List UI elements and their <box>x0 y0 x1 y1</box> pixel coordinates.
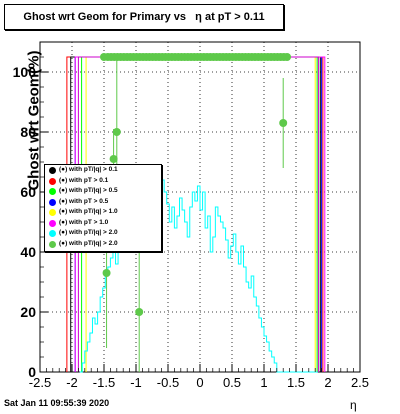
legend-label: (●) with pT > 0.5 <box>59 197 109 205</box>
legend-entry: (●) with pT/|q| > 2.0 <box>45 228 161 239</box>
legend-label: (●) with pT > 1.0 <box>59 218 109 226</box>
x-tick-label: 0 <box>196 375 203 390</box>
legend-marker-icon <box>49 209 56 216</box>
x-tick-label: -1.5 <box>93 375 115 390</box>
legend-entry: (●) with pT > 1.0 <box>45 218 161 229</box>
legend-entry: (●) with pT/|q| > 1.0 <box>45 207 161 218</box>
legend-entry: (●) with pT > 0.1 <box>45 176 161 187</box>
legend-entry: (●) with pT/|q| > 0.1 <box>45 165 161 176</box>
legend-marker-icon <box>49 188 56 195</box>
legend-label: (●) with pT/|q| > 0.5 <box>59 187 118 194</box>
legend-entry: (●) with pT > 0.5 <box>45 197 161 208</box>
timestamp-footer: Sat Jan 11 09:55:39 2020 <box>4 398 110 408</box>
cyan-series-line <box>79 179 318 373</box>
x-axis-label: η <box>350 398 357 412</box>
y-tick-label: 60 <box>20 184 36 200</box>
y-tick-label: 40 <box>20 244 36 260</box>
legend-marker-icon <box>49 230 56 237</box>
x-tick-label: 2 <box>324 375 331 390</box>
y-axis-label: Ghost wrt Geom(%) <box>25 50 43 191</box>
x-tick-label: -1 <box>130 375 142 390</box>
x-tick-label: 2.5 <box>351 375 369 390</box>
legend: (●) with pT/|q| > 0.1 (●) with pT > 0.1 … <box>44 164 162 252</box>
legend-marker-icon <box>49 198 56 206</box>
data-point <box>109 155 118 163</box>
legend-marker-icon <box>49 167 56 174</box>
data-point <box>283 53 292 61</box>
legend-label: (●) with pT > 0.1 <box>59 176 109 184</box>
legend-label: (●) with pT/|q| > 0.1 <box>59 166 118 173</box>
x-tick-label: 1 <box>260 375 267 390</box>
data-point <box>135 308 144 316</box>
data-point <box>112 128 121 136</box>
data-point <box>102 269 111 277</box>
legend-label: (●) with pT/|q| > 1.0 <box>59 208 118 215</box>
x-tick-label: 0.5 <box>223 375 241 390</box>
legend-entry: (●) with pT/|q| > 2.0 <box>45 239 161 250</box>
y-tick-label: 20 <box>20 304 36 320</box>
legend-entry: (●) with pT/|q| > 0.5 <box>45 186 161 197</box>
x-tick-label: 1.5 <box>287 375 305 390</box>
x-tick-label: -2.5 <box>29 375 51 390</box>
legend-label: (●) with pT/|q| > 2.0 <box>59 239 118 247</box>
x-tick-label: -0.5 <box>157 375 179 390</box>
legend-marker-icon <box>49 177 56 185</box>
y-tick-label: 0 <box>28 364 36 380</box>
x-tick-label: -2 <box>66 375 78 390</box>
legend-marker-icon <box>49 240 56 248</box>
y-tick-label: 80 <box>20 124 36 140</box>
chart-title: Ghost wrt Geom for Primary vs η at pT > … <box>4 4 284 30</box>
y-tick-label: 100 <box>13 64 37 80</box>
data-point <box>279 119 288 127</box>
legend-marker-icon <box>49 219 56 227</box>
legend-label: (●) with pT/|q| > 2.0 <box>59 229 118 236</box>
